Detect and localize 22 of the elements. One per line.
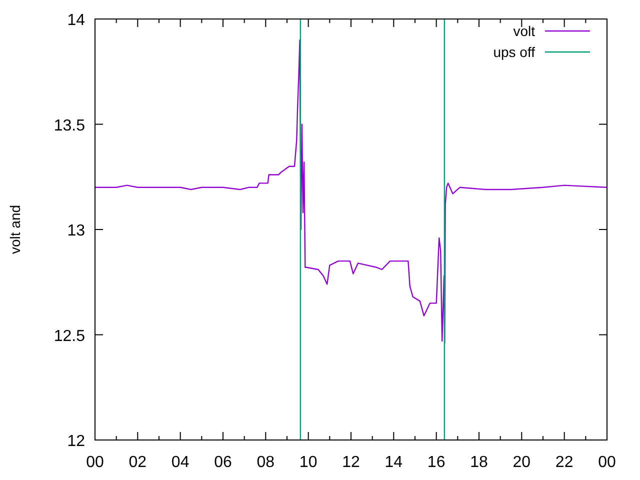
line-series (94, 39, 608, 344)
x-tick-label: 16 (427, 454, 446, 471)
legend-label: volt (513, 23, 536, 39)
y-tick-label: 13 (67, 222, 86, 240)
x-tick-label: 10 (299, 454, 318, 471)
y-tick-label: 12.5 (54, 328, 86, 345)
x-tick-label: 14 (384, 454, 403, 471)
y-tick-label: 12 (67, 433, 86, 450)
y-axis-title: volt and (7, 204, 23, 254)
x-tick-label: 00 (86, 454, 104, 471)
y-tick-label: 13.5 (54, 117, 86, 134)
x-tick-label: 08 (256, 454, 275, 471)
x-tick-label: 18 (470, 454, 488, 471)
x-tick-label: 04 (171, 454, 190, 471)
x-tick-label: 02 (128, 454, 147, 471)
x-tick-label: 20 (512, 454, 531, 471)
y-tick-label: 14 (67, 12, 86, 29)
legend-label: ups off (493, 44, 536, 60)
x-tick-label: 06 (214, 454, 232, 471)
x-tick-label: 12 (342, 454, 360, 471)
x-tick-label: 00 (598, 454, 616, 471)
x-tick-label: 22 (555, 454, 574, 471)
